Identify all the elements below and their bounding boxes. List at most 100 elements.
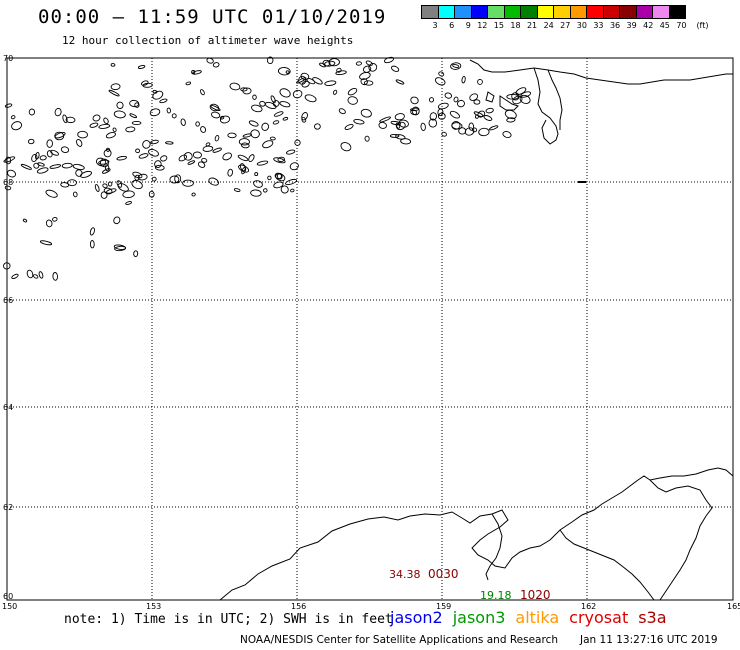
wave-contour xyxy=(229,82,241,91)
legend-label: 18 xyxy=(510,21,521,30)
wave-contour xyxy=(205,142,211,147)
wave-contour xyxy=(137,65,146,69)
wave-contour xyxy=(428,97,435,103)
wave-contour xyxy=(89,227,95,236)
longitude-tick-label: 165 xyxy=(727,602,740,611)
wave-contour xyxy=(105,132,116,139)
wave-contour xyxy=(306,77,316,85)
wave-contour xyxy=(340,142,352,152)
wave-contour xyxy=(269,136,276,141)
pass-time-label: 0030 xyxy=(428,567,459,581)
legend-label: 15 xyxy=(493,21,504,30)
wave-contour xyxy=(72,164,85,170)
wave-contour xyxy=(116,155,127,161)
wave-contour xyxy=(502,131,512,138)
longitude-tick-label: 153 xyxy=(146,602,161,611)
wave-contour xyxy=(200,126,207,133)
coastline-north-islet-2 xyxy=(485,91,495,103)
coastline-north-inlet-2 xyxy=(547,69,563,130)
wave-contour xyxy=(54,131,65,141)
wave-contour xyxy=(77,130,88,139)
wave-contour xyxy=(363,80,374,86)
wave-contour xyxy=(46,150,53,158)
wave-contour xyxy=(131,180,143,190)
wave-contour xyxy=(277,67,291,76)
wave-contour xyxy=(142,140,151,149)
legend-swatch xyxy=(668,5,686,19)
wave-contour xyxy=(256,160,269,166)
wave-contour xyxy=(379,116,391,123)
wave-contour xyxy=(165,141,174,145)
wave-contour xyxy=(394,113,405,121)
wave-contour xyxy=(54,107,62,117)
wave-contour xyxy=(4,103,13,108)
wave-contour xyxy=(3,262,11,270)
wave-contour xyxy=(285,70,290,74)
wave-contour xyxy=(26,269,34,279)
wave-contour xyxy=(477,78,483,85)
wave-contour xyxy=(117,183,129,192)
wave-contour xyxy=(49,164,62,169)
wave-contour xyxy=(113,244,126,250)
wave-contour xyxy=(286,149,296,155)
wave-contour xyxy=(36,167,49,174)
wave-contour xyxy=(242,133,252,138)
wave-contour xyxy=(150,139,159,145)
legend-label: 9 xyxy=(465,21,471,30)
wave-contour xyxy=(301,112,308,121)
generation-timestamp: Jan 11 13:27:16 UTC 2019 xyxy=(580,634,718,646)
wave-contour xyxy=(469,93,479,101)
latitude-tick-label: 62 xyxy=(3,503,13,512)
wave-contour xyxy=(22,218,28,223)
wave-contour xyxy=(270,95,276,104)
wave-contour xyxy=(116,101,124,109)
wave-contour xyxy=(519,94,531,104)
wave-contour xyxy=(473,111,484,118)
legend-swatches xyxy=(421,5,709,19)
wave-contour xyxy=(410,107,420,112)
wave-contour xyxy=(89,240,95,249)
wave-contour xyxy=(312,77,323,85)
wave-contour xyxy=(11,273,19,280)
wave-contour xyxy=(378,121,387,129)
wave-contour xyxy=(483,115,493,121)
wave-contour xyxy=(259,101,266,107)
wave-contour xyxy=(489,125,499,131)
wave-contour xyxy=(355,61,362,66)
pass-swh-label: 34.38 xyxy=(389,568,421,581)
legend-label: 30 xyxy=(576,21,587,30)
wave-contour xyxy=(461,75,466,84)
wave-contour xyxy=(20,163,32,170)
satellite-name: jason2 xyxy=(390,608,443,627)
legend-label: 21 xyxy=(526,21,538,30)
wave-contour xyxy=(182,179,194,187)
latitude-tick-label: 60 xyxy=(3,592,13,601)
wave-contour xyxy=(240,142,250,149)
wave-contour xyxy=(89,122,99,128)
wave-contour xyxy=(324,80,337,86)
wave-contour xyxy=(468,122,475,131)
wave-contour xyxy=(180,118,186,126)
legend-label: 36 xyxy=(609,21,621,30)
wave-contour xyxy=(400,138,412,145)
wave-contour xyxy=(428,118,438,128)
wave-contour xyxy=(166,107,171,114)
wave-contour xyxy=(453,96,459,103)
legend-unit: (ft) xyxy=(696,21,709,30)
wave-contour xyxy=(261,122,269,131)
wave-contour xyxy=(154,164,165,171)
wave-contour xyxy=(138,153,149,159)
wave-contour xyxy=(238,164,250,173)
wave-contour xyxy=(129,99,140,108)
wave-contour xyxy=(39,155,47,161)
wave-contour xyxy=(420,122,426,132)
wave-contour xyxy=(3,156,16,163)
wave-contour xyxy=(209,103,220,112)
wave-contour xyxy=(411,106,420,116)
wave-contour xyxy=(353,118,365,125)
wave-contour xyxy=(39,240,53,246)
wave-contour xyxy=(359,71,371,80)
wave-contour xyxy=(212,147,222,153)
wave-height-contours xyxy=(3,56,532,281)
wave-contour xyxy=(28,108,36,116)
